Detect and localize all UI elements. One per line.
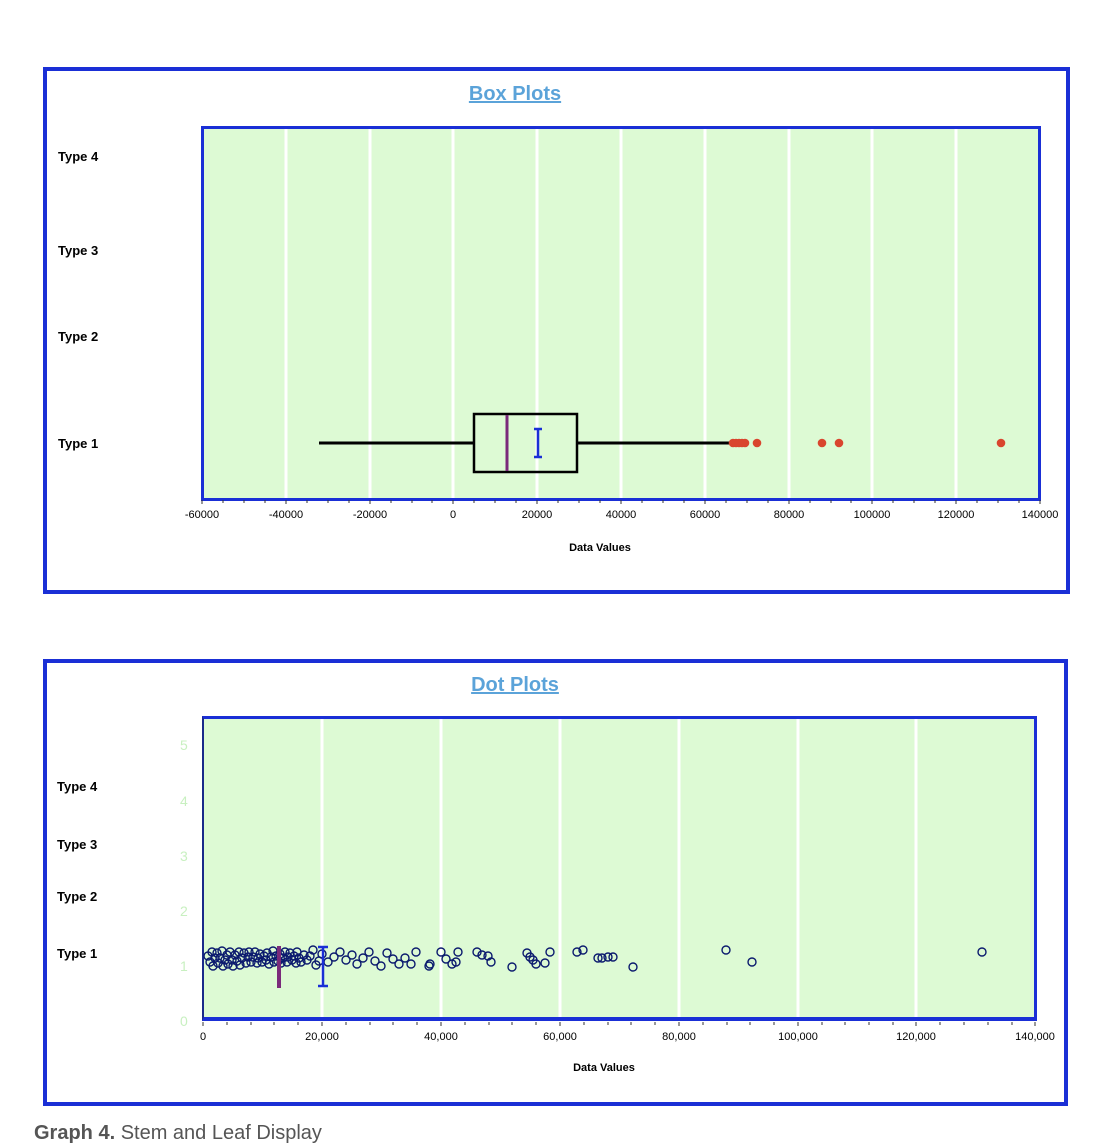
box-category-type-1: Type 1 (58, 436, 99, 451)
box-x-tick: 100000 (853, 509, 891, 521)
dot-y-tick: 4 (180, 793, 188, 809)
dot-y-tick: 0 (180, 1013, 188, 1029)
box-category-type-4: Type 4 (58, 149, 99, 164)
dot-x-tick: 80,000 (662, 1031, 696, 1043)
dot-category-type-1: Type 1 (57, 946, 98, 961)
dot-x-tick: 60,000 (543, 1031, 577, 1043)
dot-gridlines (320, 719, 918, 1017)
box-x-tick: 0 (449, 509, 457, 521)
box-x-tick: 120000 (937, 509, 975, 521)
dot-y-tick: 2 (180, 903, 188, 919)
box-plot-graphics (201, 129, 1041, 504)
box-x-tick: -20000 (352, 509, 388, 521)
dot-x-tick: 20,000 (305, 1031, 339, 1043)
dot-category-type-4: Type 4 (57, 779, 98, 794)
box-mean-marker (534, 427, 542, 459)
dot-y-tick: 3 (180, 848, 188, 864)
dot-x-tick: 40,000 (424, 1031, 458, 1043)
caption-text: Stem and Leaf Display (115, 1122, 322, 1144)
dot-x-tick: 120,000 (896, 1031, 936, 1043)
dot-y-tick: 5 (180, 737, 188, 753)
dot-axis-ticks (202, 1022, 1036, 1026)
box-x-tick: 20000 (521, 509, 553, 521)
box-x-tick: -60000 (184, 509, 220, 521)
dot-category-type-2: Type 2 (57, 889, 98, 904)
box-x-tick: 40000 (605, 509, 637, 521)
box-x-tick: 80000 (773, 509, 805, 521)
box-x-tick: 60000 (689, 509, 721, 521)
box-plot-title: Box Plots (468, 83, 562, 105)
box-category-type-2: Type 2 (58, 329, 99, 344)
dot-x-tick: 140,000 (1015, 1031, 1055, 1043)
box-x-tick: 140000 (1021, 509, 1059, 521)
dot-mean-marker (318, 945, 328, 988)
box-x-tick: -40000 (268, 509, 304, 521)
dot-y-tick: 1 (180, 958, 188, 974)
box-x-axis-title: Data Values (569, 542, 631, 554)
dot-x-axis-title: Data Values (573, 1062, 635, 1074)
box-iqr (472, 412, 579, 474)
box-category-type-3: Type 3 (58, 243, 99, 258)
figure-caption: Graph 4. Stem and Leaf Display (34, 1122, 322, 1145)
dot-plot-title: Dot Plots (471, 674, 559, 696)
dot-plot-area (202, 716, 1037, 1021)
box-gridlines (284, 129, 958, 498)
box-outliers (728, 438, 1006, 448)
dot-category-type-3: Type 3 (57, 837, 98, 852)
box-axis-ticks (201, 500, 1041, 504)
caption-label: Graph 4. (34, 1122, 116, 1144)
dot-x-tick: 0 (199, 1031, 207, 1043)
dot-x-tick: 100,000 (778, 1031, 818, 1043)
